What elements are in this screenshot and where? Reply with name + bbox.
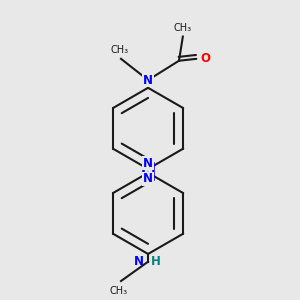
Text: N: N <box>134 255 144 268</box>
Text: N: N <box>143 74 153 87</box>
Text: N: N <box>143 172 153 185</box>
Text: N: N <box>143 157 153 170</box>
Text: CH₃: CH₃ <box>174 23 192 33</box>
Text: CH₃: CH₃ <box>110 45 128 55</box>
Text: O: O <box>200 52 210 65</box>
Text: CH₃: CH₃ <box>109 286 127 296</box>
Text: H: H <box>151 255 161 268</box>
